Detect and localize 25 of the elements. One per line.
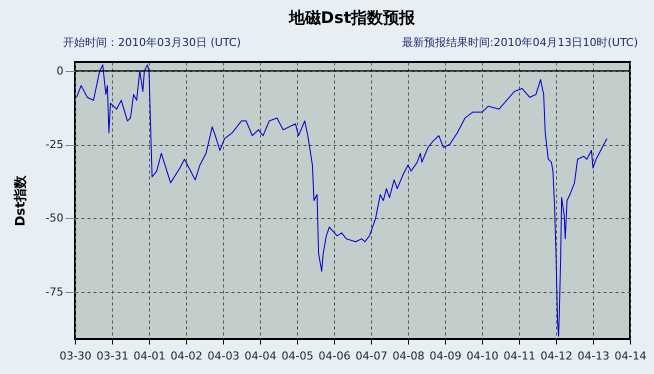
y-axis-title: Dst指数	[14, 174, 29, 226]
x-tick-label: 04-10	[466, 350, 498, 362]
x-tick-label: 04-09	[430, 350, 462, 362]
text: 开始时间：2010年03月30日 (UTC)	[63, 36, 241, 49]
x-tick-label: 04-03	[208, 350, 240, 362]
x-tick-label: 04-04	[244, 350, 276, 362]
chart-title: 地磁Dst指数预报	[288, 8, 416, 27]
x-tick-label: 04-01	[134, 350, 166, 362]
x-tick-label: 04-13	[578, 350, 610, 362]
y-tick-label: -50	[46, 212, 64, 225]
y-tick-label: -25	[46, 138, 64, 152]
x-tick-label: 04-06	[318, 350, 350, 362]
x-tick-label: 04-05	[282, 350, 314, 362]
x-tick-label: 04-14	[614, 350, 646, 362]
x-tick-label: 03-31	[96, 350, 128, 362]
line-series	[76, 64, 608, 337]
x-tick-label: 04-11	[504, 350, 536, 362]
y-tick-label: -75	[46, 285, 64, 298]
x-tick-label: 03-30	[60, 350, 92, 362]
x-tick-label: 04-08	[392, 350, 424, 362]
x-tick-label: 04-12	[540, 350, 572, 362]
text: 最新预报结果时间:2010年04月13日10时(UTC)	[402, 36, 638, 49]
y-tick-label: 0	[56, 64, 64, 78]
x-tick-label: 04-02	[170, 350, 202, 362]
x-tick-label: 04-07	[356, 350, 388, 362]
